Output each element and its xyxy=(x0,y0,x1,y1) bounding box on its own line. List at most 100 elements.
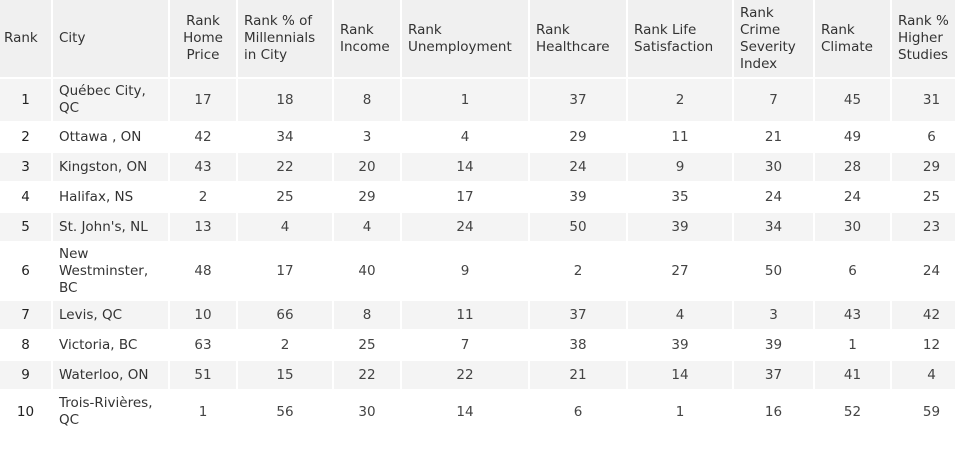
cell-healthcare: 21 xyxy=(530,361,626,389)
cell-millennials: 4 xyxy=(238,213,332,241)
cell-rank: 4 xyxy=(21,188,30,205)
cell-rank: 7 xyxy=(0,301,51,329)
cell-life-satisfaction: 9 xyxy=(628,153,732,181)
cell-life-satisfaction: 11 xyxy=(671,128,689,145)
header-crime-severity: Rank Crime Severity Index xyxy=(734,0,813,77)
cell-home-price: 10 xyxy=(170,301,236,329)
cell-crime-severity: 50 xyxy=(764,262,783,279)
cell-city: Québec City, QC xyxy=(53,79,168,121)
cell-climate: 24 xyxy=(843,188,862,205)
cell-life-satisfaction: 35 xyxy=(671,188,689,205)
cell-income: 29 xyxy=(358,188,376,205)
cell-income: 40 xyxy=(358,262,376,279)
cell-life-satisfaction: 39 xyxy=(628,213,732,241)
cell-crime-severity: 34 xyxy=(734,213,813,241)
cell-crime-severity: 30 xyxy=(734,153,813,181)
table-row: 9 Waterloo, ON 51 15 22 22 21 14 37 41 4 xyxy=(0,361,955,389)
cell-city: Ottawa , ON xyxy=(59,128,142,145)
table-row: 10 Trois-Rivières, QC 1 56 30 14 6 1 16 52 59 xyxy=(0,391,955,433)
cell-home-price: 2 xyxy=(198,188,208,205)
cell-climate: 41 xyxy=(815,361,890,389)
cell-millennials: 25 xyxy=(276,188,294,205)
table-row: 5 St. John's, NL 13 4 4 24 50 39 34 30 23 xyxy=(0,213,955,241)
cell-city: New Westminster, BC xyxy=(59,245,149,296)
cell-crime-severity: 3 xyxy=(734,301,813,329)
cell-rank: 5 xyxy=(0,213,51,241)
cell-unemployment: 4 xyxy=(460,128,470,145)
cell-unemployment: 14 xyxy=(402,153,528,181)
cell-healthcare: 24 xyxy=(530,153,626,181)
cell-healthcare: 6 xyxy=(573,403,583,420)
cell-life-satisfaction: 2 xyxy=(628,79,732,121)
table-row: 8 Victoria, BC 63 2 25 7 38 39 39 1 12 xyxy=(0,331,955,359)
cell-higher-studies: 29 xyxy=(892,153,955,181)
table-body: 1 Québec City, QC 17 18 8 1 37 2 7 45 31 2 Ottawa , … xyxy=(0,79,955,433)
cell-life-satisfaction: 39 xyxy=(671,336,689,353)
cell-climate: 49 xyxy=(843,128,862,145)
cell-home-price: 17 xyxy=(170,79,236,121)
cell-higher-studies: 42 xyxy=(892,301,955,329)
header-row: Rank City Rank Home Price Rank % of Mill… xyxy=(0,0,955,77)
table-row: 1 Québec City, QC 17 18 8 1 37 2 7 45 31 xyxy=(0,79,955,121)
cell-climate: 43 xyxy=(815,301,890,329)
cell-home-price: 13 xyxy=(170,213,236,241)
cell-higher-studies: 23 xyxy=(892,213,955,241)
cell-climate: 1 xyxy=(848,336,857,353)
header-millennials: Rank % of Millennials in City xyxy=(238,0,332,77)
cell-city: Kingston, ON xyxy=(53,153,168,181)
cell-millennials: 34 xyxy=(276,128,294,145)
cell-life-satisfaction: 27 xyxy=(671,262,689,279)
cell-income: 22 xyxy=(334,361,400,389)
cell-millennials: 18 xyxy=(238,79,332,121)
cell-millennials: 66 xyxy=(238,301,332,329)
cell-rank: 2 xyxy=(21,128,30,145)
cell-rank: 1 xyxy=(0,79,51,121)
cell-higher-studies: 4 xyxy=(892,361,955,389)
cell-home-price: 43 xyxy=(170,153,236,181)
cell-city: Levis, QC xyxy=(53,301,168,329)
cell-rank: 10 xyxy=(16,403,35,420)
cell-income: 4 xyxy=(334,213,400,241)
header-home-price: Rank Home Price xyxy=(170,0,236,77)
cell-higher-studies: 24 xyxy=(922,262,941,279)
cell-higher-studies: 31 xyxy=(892,79,955,121)
cell-crime-severity: 24 xyxy=(764,188,783,205)
table-row: 7 Levis, QC 10 66 8 11 37 4 3 43 42 xyxy=(0,301,955,329)
cell-life-satisfaction: 1 xyxy=(675,403,685,420)
cell-millennials: 56 xyxy=(276,403,294,420)
header-climate: Rank Climate xyxy=(815,0,890,77)
cell-income: 8 xyxy=(334,79,400,121)
cell-city: Halifax, NS xyxy=(59,188,134,205)
header-city: City xyxy=(53,0,168,77)
cell-home-price: 1 xyxy=(198,403,208,420)
header-healthcare: Rank Healthcare xyxy=(530,0,626,77)
cell-higher-studies: 59 xyxy=(922,403,941,420)
cell-crime-severity: 7 xyxy=(734,79,813,121)
cell-healthcare: 37 xyxy=(530,79,626,121)
cell-rank: 8 xyxy=(21,336,30,353)
header-higher-studies: Rank % Higher Studies xyxy=(892,0,955,77)
cell-unemployment: 7 xyxy=(460,336,470,353)
header-unemployment: Rank Unemployment xyxy=(402,0,528,77)
cell-higher-studies: 25 xyxy=(922,188,941,205)
header-rank: Rank xyxy=(0,0,51,77)
cell-unemployment: 22 xyxy=(402,361,528,389)
cell-crime-severity: 16 xyxy=(764,403,783,420)
cell-income: 3 xyxy=(362,128,372,145)
cell-millennials: 15 xyxy=(238,361,332,389)
cell-unemployment: 1 xyxy=(402,79,528,121)
cell-city: St. John's, NL xyxy=(53,213,168,241)
cell-climate: 45 xyxy=(815,79,890,121)
cell-unemployment: 14 xyxy=(456,403,474,420)
cell-rank: 9 xyxy=(0,361,51,389)
cell-rank: 6 xyxy=(21,262,30,279)
cell-life-satisfaction: 14 xyxy=(628,361,732,389)
cell-climate: 6 xyxy=(848,262,857,279)
cell-home-price: 63 xyxy=(194,336,212,353)
cell-healthcare: 37 xyxy=(530,301,626,329)
cell-millennials: 17 xyxy=(276,262,294,279)
header-life-satisfaction: Rank Life Satisfaction xyxy=(628,0,732,77)
cell-unemployment: 24 xyxy=(402,213,528,241)
cell-healthcare: 50 xyxy=(530,213,626,241)
city-rankings-table: Rank City Rank Home Price Rank % of Mill… xyxy=(0,0,955,433)
